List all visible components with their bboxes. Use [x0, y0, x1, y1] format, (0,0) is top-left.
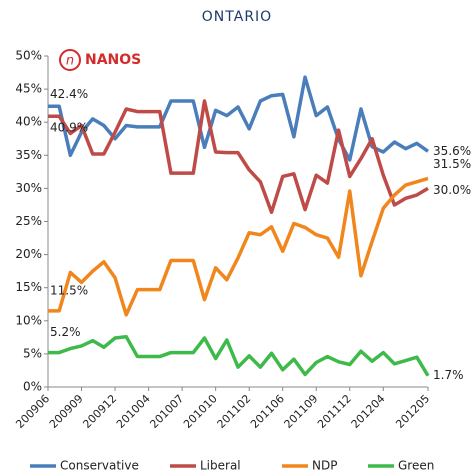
data-label: 30.0% — [433, 183, 471, 197]
y-tick-label: 45% — [15, 82, 42, 96]
data-label: 11.5% — [50, 283, 88, 297]
x-tick-label: 201109 — [282, 392, 321, 431]
data-label: 40.9% — [50, 121, 88, 135]
y-tick-label: 10% — [15, 313, 42, 327]
x-tick-label: 201010 — [181, 392, 220, 431]
logo: NANOS — [85, 52, 141, 68]
y-tick-label: 25% — [15, 214, 42, 228]
y-tick-label: 5% — [23, 346, 42, 360]
chart-title: ONTARIO — [202, 9, 272, 25]
y-tick-label: 0% — [23, 380, 42, 394]
y-tick-label: 15% — [15, 280, 42, 294]
data-label: 35.6% — [433, 144, 471, 158]
x-tick-label: 201112 — [315, 392, 354, 431]
data-label: 1.7% — [433, 368, 464, 382]
x-tick-label: 201004 — [114, 392, 153, 431]
x-tick-label: 201204 — [349, 392, 388, 431]
data-label: 31.5% — [433, 157, 471, 171]
x-tick-label: 200909 — [47, 392, 86, 431]
data-label: 42.4% — [50, 87, 88, 101]
series-line — [48, 334, 430, 377]
y-tick-label: 40% — [15, 115, 42, 129]
x-tick-label: 201205 — [393, 392, 432, 431]
x-tick-label: 200906 — [13, 392, 52, 431]
series-line — [48, 75, 430, 162]
y-tick-label: 35% — [15, 148, 42, 162]
x-tick-label: 201102 — [215, 392, 254, 431]
legend-label: Conservative — [60, 459, 139, 473]
logo-mark-letter: n — [66, 54, 74, 69]
logo-mark — [59, 49, 81, 71]
legend-label: Liberal — [200, 459, 241, 473]
y-tick-label: 20% — [15, 247, 42, 261]
x-tick-label: 201007 — [147, 392, 186, 431]
series-line — [48, 99, 429, 214]
series-line — [48, 176, 429, 317]
y-tick-label: 50% — [15, 49, 42, 63]
x-tick-label: 201106 — [248, 392, 287, 431]
legend-label: Green — [398, 459, 434, 473]
x-tick-label: 200912 — [80, 392, 119, 431]
data-label: 5.2% — [50, 325, 81, 339]
legend-label: NDP — [312, 459, 337, 473]
y-tick-label: 30% — [15, 181, 42, 195]
